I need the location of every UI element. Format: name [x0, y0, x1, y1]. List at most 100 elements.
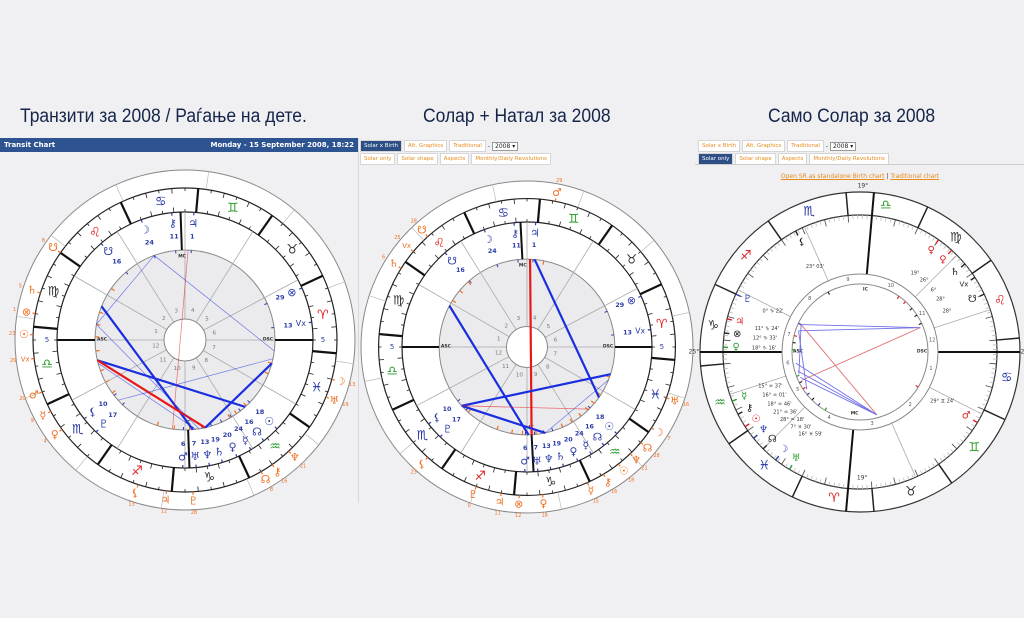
tab-solar-x-birth[interactable]: Solar x Birth	[360, 140, 402, 152]
natal-planet-icon: ♅	[532, 454, 542, 467]
degree-tick	[769, 452, 774, 456]
tab-aspects[interactable]: Aspects	[439, 153, 470, 165]
degree-tick	[914, 227, 919, 235]
degree-tick	[963, 265, 967, 269]
degree-tick	[797, 229, 800, 234]
degree-tick	[889, 218, 892, 223]
center-circle	[505, 325, 549, 369]
planet-marker	[589, 451, 592, 455]
sign-boundary	[379, 332, 403, 338]
degree-tick	[282, 255, 286, 259]
aspect-point	[100, 368, 105, 372]
degree-tick	[493, 221, 496, 227]
degree-tick	[61, 294, 65, 297]
degree-tick	[742, 420, 747, 423]
house-number: 2	[162, 316, 166, 322]
degree-tick	[966, 426, 973, 431]
degree-tick	[398, 419, 402, 422]
sign-glyph-icon: ♐	[131, 464, 143, 479]
tab-solar-shape[interactable]: Solar shape	[397, 153, 438, 165]
degree-tick	[644, 302, 648, 305]
degree-tick	[828, 218, 831, 223]
degree-tick	[579, 229, 583, 234]
planet-marker	[724, 332, 730, 335]
aspect-line	[204, 362, 273, 429]
degree-tick	[145, 193, 148, 199]
natal-planet-degree: 20	[564, 436, 573, 443]
degree-tick	[973, 281, 978, 284]
degree-tick	[548, 470, 550, 474]
degree-tick	[728, 390, 733, 393]
sign-boundary	[996, 337, 1020, 341]
house-cusp-line	[460, 421, 481, 454]
degree-tick	[615, 435, 620, 440]
house-number: 5	[205, 317, 209, 323]
degree-tick	[158, 190, 160, 194]
natal-planet-icon: ♆	[202, 448, 212, 461]
tab-traditional[interactable]: Traditional	[449, 140, 486, 152]
sign-glyph-icon: ♏	[72, 422, 84, 437]
tab-alt-graphics[interactable]: Alt. Graphics	[741, 140, 786, 152]
natal-planet-degree: 11	[512, 243, 521, 250]
sign-boundary	[238, 455, 251, 479]
degree-tick	[920, 470, 923, 475]
natal-planet-icon: ♅	[190, 450, 200, 463]
degree-tick	[53, 263, 57, 266]
degree-tick	[500, 200, 503, 204]
house-cusp-line	[480, 272, 517, 330]
degree-tick	[488, 485, 491, 491]
natal-planet-degree: 7	[534, 445, 538, 452]
house-cusp-line	[729, 375, 786, 395]
transit-planet-degree: 23	[411, 470, 417, 476]
sign-glyph-icon: ♓	[311, 380, 323, 395]
open-standalone-link[interactable]: Open SR as standalone Birth chart	[780, 173, 885, 180]
sign-boundary	[257, 214, 274, 236]
degree-tick	[217, 463, 220, 469]
tab-monthly-daily-revolutions[interactable]: Monthly/Daily Revolutions	[471, 153, 551, 165]
aspect-point	[156, 421, 159, 426]
degree-tick	[288, 443, 293, 448]
degree-tick	[946, 452, 951, 456]
degree-tick	[504, 470, 506, 474]
natal-planet-icon: ♆	[544, 453, 554, 466]
dsc-label: DSC	[917, 349, 928, 355]
house-cusp-line	[73, 275, 108, 296]
sign-boundary	[300, 274, 324, 287]
degree-tick	[548, 220, 550, 224]
planet-position-label: 11° ♑ 24'	[755, 326, 779, 332]
sign-boundary	[700, 363, 724, 367]
transit-planet-degree: 7	[667, 436, 670, 442]
degree-tick	[420, 418, 425, 422]
aspect-line	[799, 376, 878, 416]
house-number: 9	[534, 372, 538, 378]
aspect-point	[243, 402, 247, 407]
tab-alt-graphics[interactable]: Alt. Graphics	[403, 140, 448, 152]
year-select[interactable]: 2008 ▾	[492, 141, 519, 151]
solar-natal-chart: 123456789101112♈♉♊♋♌♍♎♏♐♑♒♓ASCDSCMCIC55☽…	[360, 178, 694, 519]
traditional-chart-link[interactable]: Traditional chart	[890, 173, 940, 180]
degree-tick	[725, 325, 730, 328]
transit-planet-icon: ⊗	[22, 306, 31, 319]
natal-planet-icon: ♂	[520, 455, 530, 468]
natal-planet-icon: ☊	[593, 431, 603, 444]
tab-traditional[interactable]: Traditional	[787, 140, 824, 152]
planet-icon: ⚷	[746, 403, 753, 414]
degree-tick	[158, 486, 160, 490]
degree-tick	[475, 483, 478, 487]
planet-marker	[37, 291, 41, 294]
degree-tick	[990, 376, 995, 379]
planet-marker	[83, 416, 87, 420]
tab-solar-x-birth[interactable]: Solar x Birth	[698, 140, 740, 152]
degree-tick	[934, 458, 939, 465]
degree-tick	[326, 377, 332, 380]
ic-degree: 19°	[858, 183, 869, 190]
aspect-line	[461, 405, 590, 410]
house-cusp-line	[136, 263, 175, 323]
degree-tick	[387, 396, 391, 399]
year-select[interactable]: 2008 ▾	[830, 141, 857, 151]
degree-tick	[64, 283, 70, 287]
sign-glyph-icon: ♍	[48, 285, 60, 300]
tab-solar-only[interactable]: Solar only	[360, 153, 396, 165]
planet-marker	[617, 463, 621, 467]
degree-tick	[620, 458, 623, 461]
